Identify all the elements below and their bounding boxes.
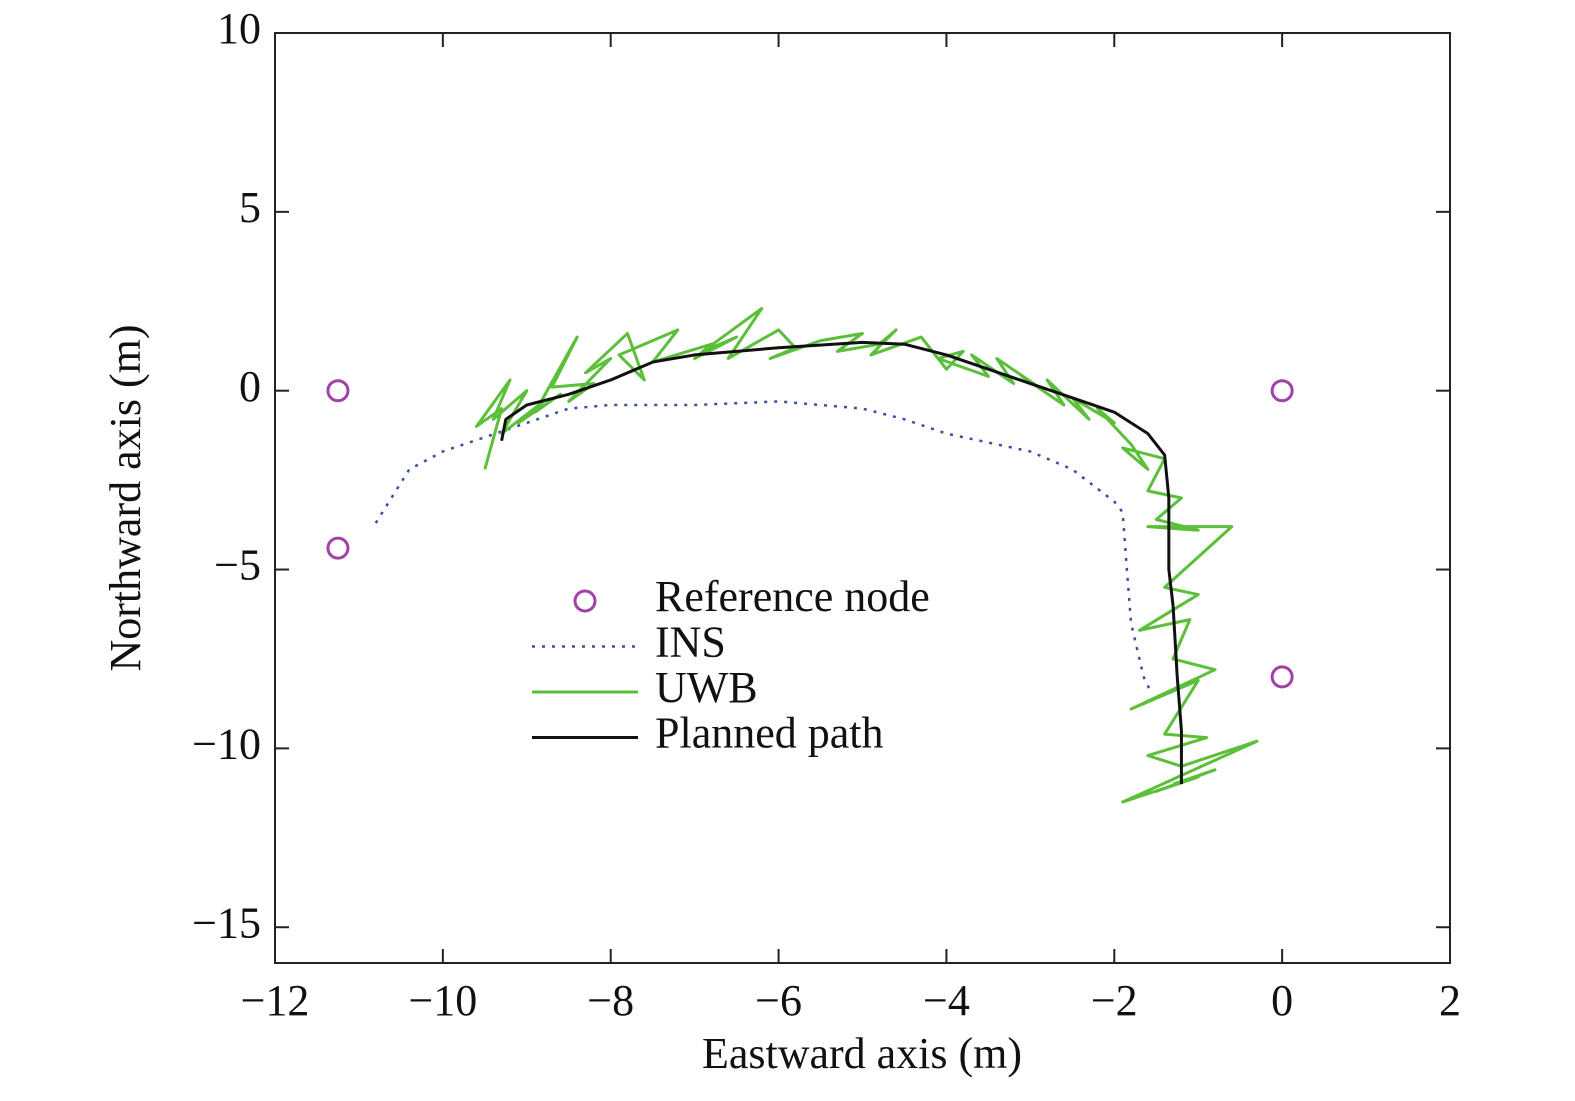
y-tick-label: −5 — [214, 541, 261, 590]
series-line — [500, 340, 1183, 785]
marker — [326, 379, 350, 403]
legend-label: UWB — [655, 663, 758, 712]
x-tick-label: −2 — [1091, 976, 1138, 1025]
y-tick-label: −10 — [192, 719, 261, 768]
y-tick-label: 0 — [239, 362, 261, 411]
legend-marker — [573, 589, 597, 613]
legend-label: Reference node — [655, 572, 930, 621]
y-tick-label: 10 — [217, 4, 261, 53]
y-tick-label: −15 — [192, 898, 261, 947]
x-tick-label: −6 — [755, 976, 802, 1025]
x-tick-label: 0 — [1271, 976, 1293, 1025]
plot-frame — [274, 32, 1451, 964]
x-tick-label: −12 — [241, 976, 310, 1025]
series-line — [374, 400, 1152, 692]
legend-label: INS — [655, 618, 726, 667]
legend-label: Planned path — [655, 709, 884, 758]
y-tick-label: 5 — [239, 183, 261, 232]
x-tick-label: −4 — [923, 976, 970, 1025]
marker — [1270, 665, 1294, 689]
marker — [1270, 379, 1294, 403]
marker — [326, 536, 350, 560]
x-tick-label: 2 — [1439, 976, 1461, 1025]
x-tick-label: −10 — [408, 976, 477, 1025]
x-axis-label: Eastward axis (m) — [702, 1029, 1022, 1078]
y-axis-label: Northward axis (m) — [101, 324, 150, 671]
x-tick-label: −8 — [587, 976, 634, 1025]
